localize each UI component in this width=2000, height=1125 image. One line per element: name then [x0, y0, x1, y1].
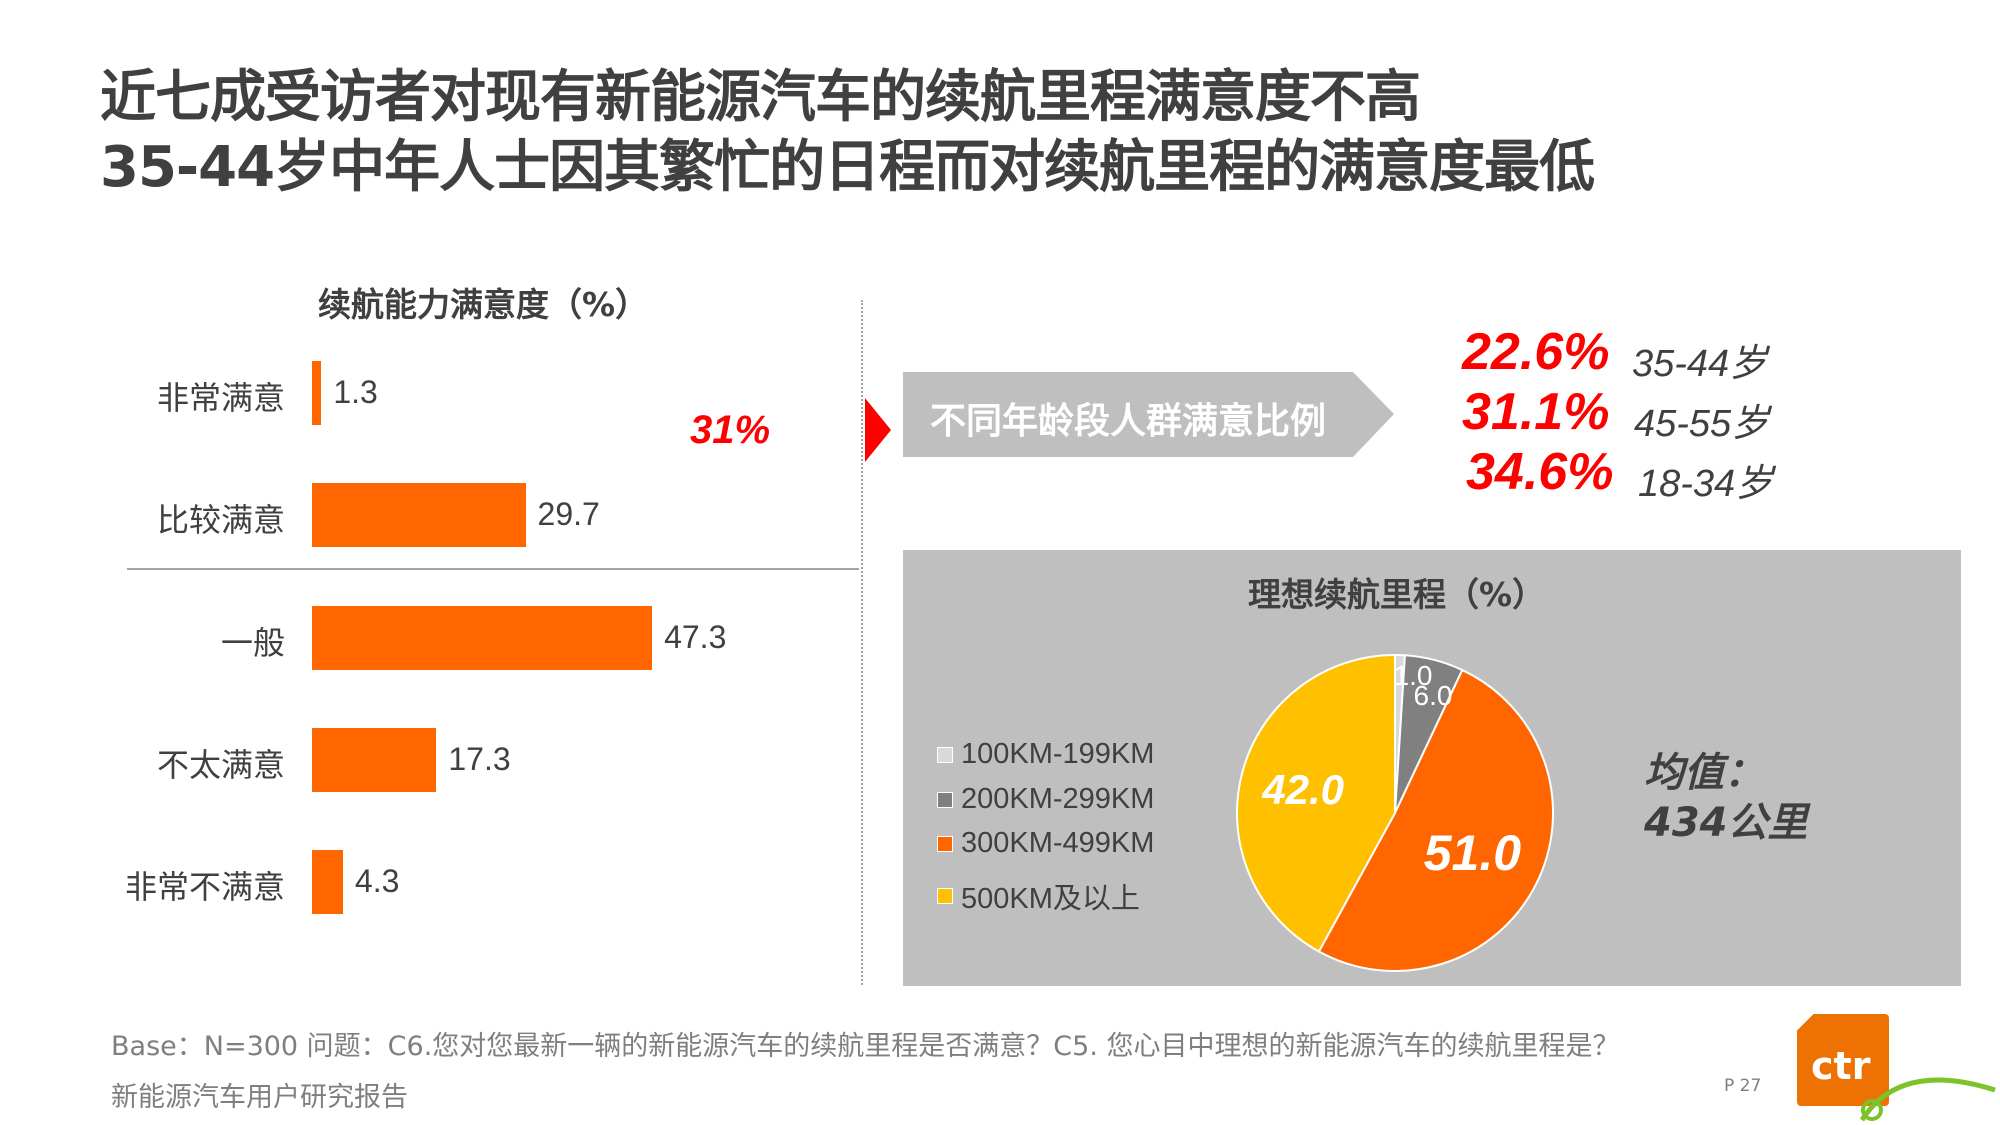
page-number: P 27 [1724, 1076, 1762, 1096]
bar-value-label: 1.3 [333, 374, 378, 410]
age-pct-3: 34.6% [1466, 443, 1614, 501]
age-callout-arrow [903, 372, 1394, 457]
footer-report: 新能源汽车用户研究报告 [111, 1082, 408, 1113]
bar-chart-title: 续航能力满意度（%） [318, 285, 649, 324]
legend-label: 300KM-499KM [961, 827, 1155, 859]
vertical-divider [861, 300, 863, 985]
bar-value-label: 4.3 [354, 863, 400, 899]
legend-label: 500KM及以上 [961, 883, 1140, 915]
legend-item: 200KM-299KM [937, 783, 1154, 816]
bar-value-label: 47.3 [664, 619, 727, 655]
pie-value-label: 1.0 [1394, 660, 1433, 691]
age-group-2: 45-55岁 [1634, 403, 1770, 445]
bar [312, 361, 322, 425]
satisfied-total-annotation: 31% [690, 408, 771, 452]
legend-label: 200KM-299KM [961, 783, 1155, 815]
legend-item: 300KM-499KM [937, 827, 1154, 860]
bar-category-label: 一般 [220, 624, 285, 662]
mean-value: 434公里 [1644, 800, 1808, 846]
pie-chart-title: 理想续航里程（%） [1248, 575, 1546, 614]
footer-base: Base：N=300 问题：C6.您对您最新一辆的新能源汽车的续航里程是否满意？… [111, 1031, 1620, 1062]
age-pct-1: 22.6% [1462, 323, 1610, 381]
legend-swatch [937, 791, 953, 808]
bar [312, 483, 526, 547]
pie-value-label: 6.0 [1414, 680, 1453, 711]
legend-swatch [937, 746, 953, 763]
bar-category-label: 比较满意 [156, 501, 285, 539]
bar [312, 728, 437, 792]
ctr-logo: ctr [1797, 1014, 1889, 1106]
red-triangle-icon [865, 398, 891, 462]
pie-chart: 1.06.0 51.0 42.0 [1236, 653, 1554, 972]
legend-item: 500KM及以上 [937, 875, 1140, 917]
age-pct-2: 31.1% [1462, 383, 1610, 441]
pie-slice [1236, 653, 1396, 953]
separator-line [127, 568, 859, 570]
bar-value-label: 17.3 [448, 741, 511, 777]
pie-value-label: 51.0 [1424, 825, 1522, 881]
bar-value-label: 29.7 [537, 496, 600, 532]
age-group-1: 35-44岁 [1632, 343, 1768, 385]
watermark-logo [1859, 1077, 1996, 1122]
pie-value-label: 42.0 [1261, 766, 1344, 813]
ctr-logo-text: ctr [1811, 1044, 1871, 1088]
age-group-3: 18-34岁 [1638, 463, 1774, 505]
legend-item: 100KM-199KM [937, 738, 1154, 771]
age-callout-label: 不同年龄段人群满意比例 [930, 401, 1327, 442]
page-title-line2: 35-44岁中年人士因其繁忙的日程而对续航里程的满意度最低 [100, 135, 1595, 200]
pie-slice [1317, 668, 1554, 972]
bar-category-label: 非常满意 [156, 379, 285, 417]
legend-swatch [937, 835, 953, 852]
bar [312, 850, 343, 914]
legend-swatch [937, 888, 953, 904]
mean-label: 均值： [1644, 750, 1764, 796]
bar [312, 606, 653, 670]
page-title-line1: 近七成受访者对现有新能源汽车的续航里程满意度不高 [100, 65, 1421, 130]
bar-category-label: 不太满意 [156, 746, 285, 784]
legend-label: 100KM-199KM [961, 738, 1155, 770]
bar-category-label: 非常不满意 [124, 868, 285, 906]
